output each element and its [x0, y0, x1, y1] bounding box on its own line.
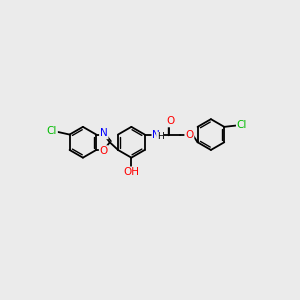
- Text: H: H: [157, 132, 164, 141]
- Text: O: O: [100, 146, 108, 156]
- Text: OH: OH: [123, 167, 140, 177]
- Text: Cl: Cl: [237, 120, 247, 130]
- Text: O: O: [166, 116, 174, 127]
- Text: O: O: [185, 130, 194, 140]
- Text: Cl: Cl: [47, 127, 57, 136]
- Text: N: N: [100, 128, 108, 138]
- Text: N: N: [152, 130, 160, 140]
